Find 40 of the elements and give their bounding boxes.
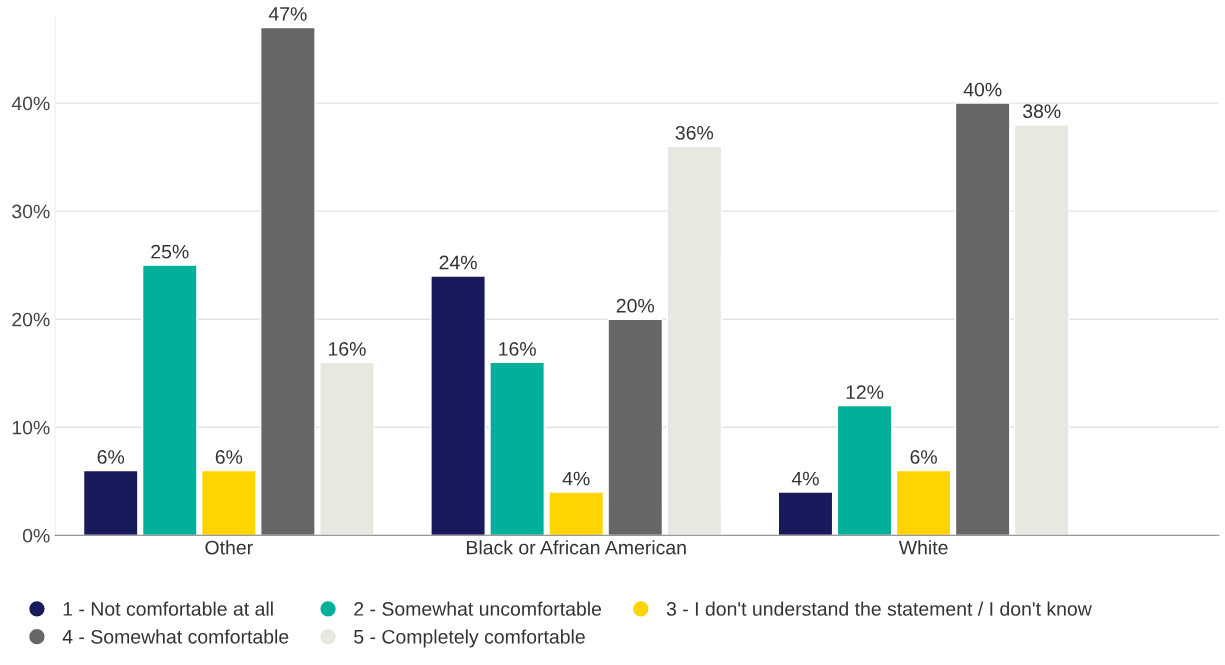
bar: [430, 275, 486, 536]
data-label: 6%: [97, 450, 125, 464]
bar: [548, 491, 605, 536]
legend-label: 1 - Not comfortable at all: [63, 601, 273, 616]
data-label: 12%: [846, 385, 884, 399]
bar: [260, 26, 316, 536]
y-tick-label: 0%: [22, 528, 50, 543]
data-label: 16%: [499, 342, 536, 356]
legend-label: 2 - Somewhat uncomfortable: [354, 601, 602, 616]
data-label: 6%: [910, 450, 937, 464]
data-label: 25%: [151, 244, 189, 259]
y-tick-label: 10%: [12, 420, 50, 435]
data-label: 38%: [1022, 104, 1061, 119]
data-label: 20%: [616, 298, 655, 313]
bar: [141, 264, 198, 536]
data-label: 4%: [791, 471, 819, 486]
x-tick-label: White: [898, 540, 948, 555]
bar: [489, 361, 546, 536]
bar: [954, 102, 1011, 536]
y-tick-label: 40%: [11, 96, 50, 111]
x-tick-label: Other: [205, 540, 253, 555]
bar: [777, 491, 834, 536]
x-tick-label: Black or African American: [467, 540, 686, 555]
legend-label: 3 - I don't understand the statement / I don't know: [666, 601, 1092, 616]
bar: [607, 318, 664, 536]
data-label: 6%: [215, 450, 243, 464]
bar: [895, 469, 952, 536]
data-label: 24%: [439, 255, 477, 270]
data-label: 16%: [328, 342, 366, 356]
legend-label: 4 - Somewhat comfortable: [62, 629, 289, 644]
bar: [200, 469, 257, 536]
bar: [82, 469, 139, 536]
data-label: 4%: [562, 471, 590, 486]
bar: [836, 404, 893, 536]
y-tick-label: 30%: [12, 204, 50, 219]
data-label: 36%: [675, 125, 714, 140]
legend-label: 5 - Completely comfortable: [354, 629, 585, 648]
data-label: 40%: [963, 82, 1002, 97]
y-tick-label: 20%: [12, 312, 50, 327]
data-label: 47%: [268, 7, 307, 21]
